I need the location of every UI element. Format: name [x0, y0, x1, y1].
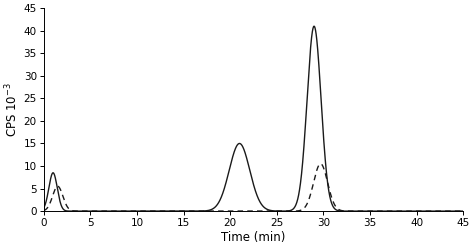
Y-axis label: CPS 10$^{-3}$: CPS 10$^{-3}$: [4, 82, 21, 137]
X-axis label: Time (min): Time (min): [221, 231, 286, 244]
